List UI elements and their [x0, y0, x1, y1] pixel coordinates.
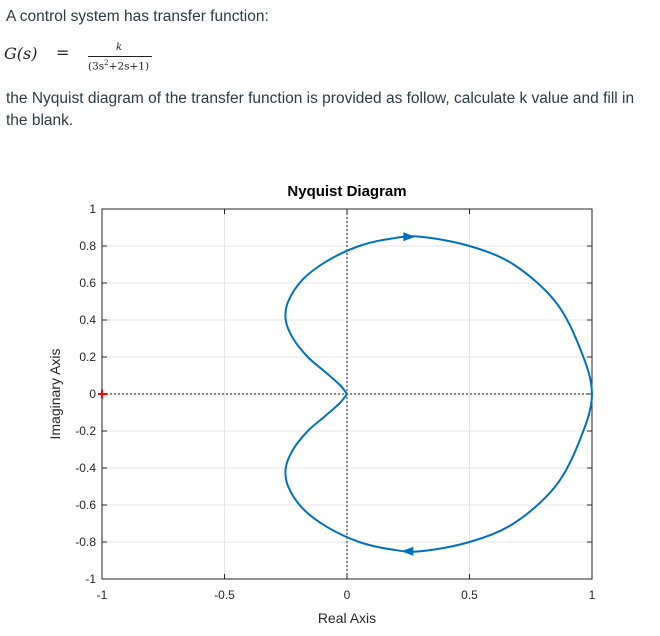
- question-body: the Nyquist diagram of the transfer func…: [6, 90, 635, 129]
- tick-labels: -1 -0.5 0 0.5 1 1 0.8 0.6 0.4 0.2 0 -0.2 -0.4 -0.6 -0.…: [75, 202, 595, 602]
- question-intro: A control system has transfer function:: [6, 8, 269, 25]
- y-tick-label: -0.2: [75, 424, 96, 438]
- y-tick-label: -1: [85, 572, 96, 586]
- y-tick-label: 0: [89, 387, 96, 401]
- formula-equals: =: [56, 43, 70, 62]
- x-tick-label: -0.5: [214, 588, 235, 602]
- fraction-bar: [88, 56, 152, 57]
- x-tick-label: 0: [344, 588, 351, 602]
- denominator-part-1: (3s: [88, 60, 105, 73]
- x-tick-label: 0.5: [461, 588, 478, 602]
- y-tick-label: 0.8: [79, 239, 96, 253]
- y-tick-label: -0.8: [75, 535, 96, 549]
- y-tick-label: 1: [89, 202, 96, 216]
- y-tick-label: 0.2: [79, 350, 96, 364]
- direction-arrow-bottom: [401, 546, 414, 556]
- formula-lhs: G(s): [4, 44, 38, 63]
- nyquist-curve: [284, 235, 594, 553]
- chart-title: Nyquist Diagram: [287, 183, 406, 200]
- data-marks: [98, 232, 594, 556]
- formula-numerator: k: [116, 42, 123, 53]
- y-tick-label: 0.6: [79, 276, 96, 290]
- y-tick-label: -0.6: [75, 498, 96, 512]
- denominator-exponent: 2: [104, 59, 109, 67]
- y-tick-label: 0.4: [79, 313, 96, 327]
- y-axis-label: Imaginary Axis: [47, 348, 63, 439]
- formula-denominator: (3s2+2s+1): [88, 59, 149, 73]
- transfer-function-formula: G(s) = k (3s2+2s+1): [4, 34, 204, 80]
- direction-arrow-top: [403, 232, 416, 242]
- denominator-part-2: +2s+1): [108, 60, 150, 73]
- x-axis-label: Real Axis: [318, 610, 376, 626]
- x-tick-label: 1: [589, 588, 596, 602]
- y-tick-label: -0.4: [75, 461, 96, 475]
- x-tick-label: -1: [97, 588, 108, 602]
